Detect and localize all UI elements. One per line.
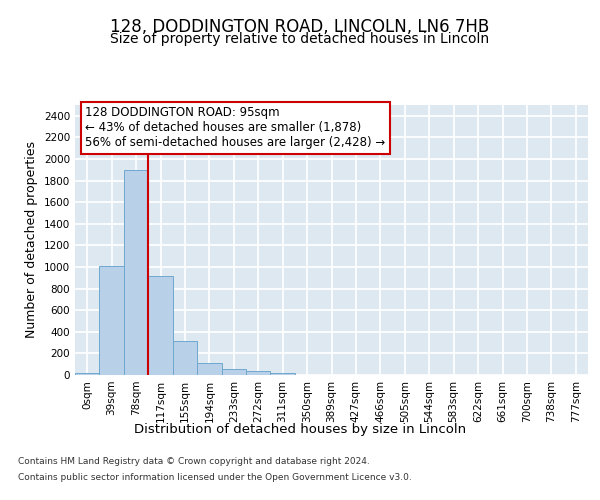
Bar — [124, 170, 148, 375]
Text: Contains HM Land Registry data © Crown copyright and database right 2024.: Contains HM Land Registry data © Crown c… — [18, 458, 370, 466]
Text: Contains public sector information licensed under the Open Government Licence v3: Contains public sector information licen… — [18, 472, 412, 482]
Bar — [173, 341, 197, 375]
Text: 128, DODDINGTON ROAD, LINCOLN, LN6 7HB: 128, DODDINGTON ROAD, LINCOLN, LN6 7HB — [110, 18, 490, 36]
Bar — [100, 266, 124, 375]
Bar — [246, 371, 271, 375]
Text: Size of property relative to detached houses in Lincoln: Size of property relative to detached ho… — [110, 32, 490, 46]
Bar — [75, 373, 100, 375]
Bar — [197, 363, 221, 375]
Bar — [271, 373, 295, 375]
Y-axis label: Number of detached properties: Number of detached properties — [25, 142, 38, 338]
Bar — [221, 369, 246, 375]
Text: Distribution of detached houses by size in Lincoln: Distribution of detached houses by size … — [134, 422, 466, 436]
Bar — [148, 276, 173, 375]
Text: 128 DODDINGTON ROAD: 95sqm
← 43% of detached houses are smaller (1,878)
56% of s: 128 DODDINGTON ROAD: 95sqm ← 43% of deta… — [85, 106, 386, 150]
